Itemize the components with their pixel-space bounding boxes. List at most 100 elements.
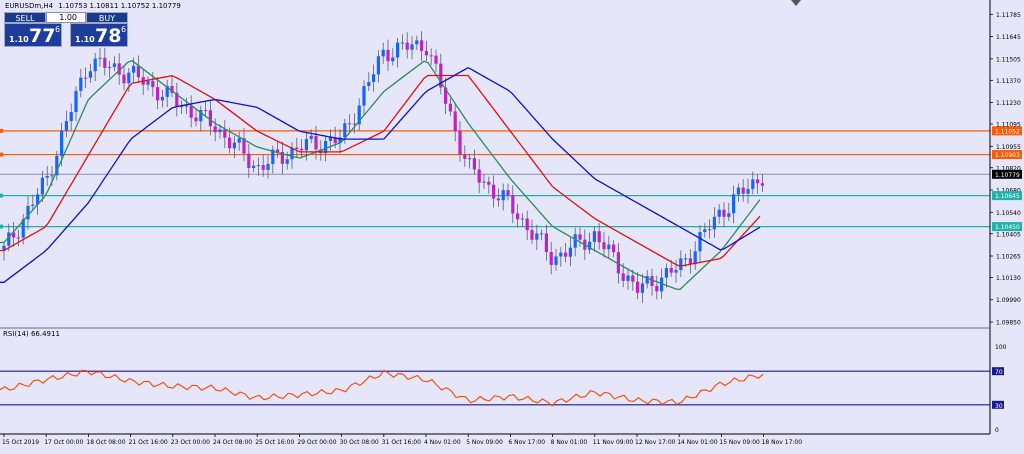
bull-candle	[26, 205, 30, 220]
bull-candle	[199, 110, 203, 122]
bull-candle	[309, 135, 313, 140]
bull-candle	[717, 209, 721, 217]
bear-candle	[511, 195, 515, 214]
rsi-level-30-label: 30	[995, 403, 1003, 410]
bear-candle	[722, 209, 726, 217]
bull-candle	[357, 105, 361, 125]
bull-candle	[160, 96, 164, 101]
bull-candle	[55, 155, 59, 176]
price-tick-label: 1.11370	[996, 78, 1021, 85]
ma-mid-line	[0, 74, 761, 267]
bull-candle	[180, 106, 184, 108]
ma-slow-line	[0, 66, 761, 283]
bull-candle	[252, 165, 256, 168]
bull-candle	[93, 58, 97, 72]
bear-candle	[16, 237, 20, 239]
bull-candle	[50, 175, 54, 177]
rsi-label: RSI(14) 66.4911	[3, 330, 60, 338]
price-tick-label: 1.09850	[996, 320, 1021, 327]
ohlc-values: 1.10753 1.10811 1.10752 1.10779	[58, 2, 180, 10]
chart-shift-marker	[791, 0, 801, 6]
bull-candle	[626, 275, 630, 281]
time-tick-label: 8 Nov 01:00	[551, 439, 588, 446]
bull-candle	[218, 129, 222, 133]
bear-candle	[616, 252, 620, 274]
bull-candle	[31, 204, 35, 206]
ma-fast-line	[0, 59, 761, 291]
time-tick-label: 23 Oct 00:00	[171, 439, 210, 446]
price-tick-label: 1.10130	[996, 275, 1021, 282]
bear-candle	[477, 169, 481, 183]
bear-candle	[516, 213, 520, 220]
bull-candle	[540, 233, 544, 235]
rsi-axis-100: 100	[995, 344, 1007, 351]
bull-candle	[271, 149, 275, 164]
time-tick-label: 5 Nov 09:00	[466, 439, 503, 446]
bear-candle	[208, 110, 212, 127]
bull-candle	[256, 165, 260, 167]
bull-candle	[640, 283, 644, 293]
bear-candle	[386, 49, 390, 62]
bull-candle	[703, 229, 707, 233]
bull-candle	[736, 187, 740, 195]
bull-candle	[343, 123, 347, 138]
bear-candle	[175, 92, 179, 107]
price-tick-label: 1.10540	[996, 210, 1021, 217]
price-axis: 1.11785 1.11645 1.11505 1.11370 1.11230 1.110…	[990, 12, 1022, 327]
price-tick-label: 1.10680	[996, 188, 1021, 195]
bear-candle	[496, 198, 500, 201]
bull-candle	[592, 231, 596, 242]
buy-button-label[interactable]: BUY	[86, 12, 128, 23]
bid-price-tag	[992, 169, 1022, 179]
bull-candle	[698, 232, 702, 252]
lot-size-input[interactable]: 1.00	[46, 12, 86, 23]
bear-candle	[170, 85, 174, 93]
sell-button[interactable]: 1.10 77 6	[4, 23, 62, 47]
bear-candle	[405, 42, 409, 50]
time-tick-label: 15 Nov 09:00	[719, 439, 760, 446]
bear-candle	[650, 276, 654, 286]
bull-candle	[165, 85, 169, 97]
bear-candle	[117, 63, 121, 75]
bear-candle	[506, 190, 510, 196]
bear-candle	[247, 153, 251, 168]
bull-candle	[64, 121, 68, 131]
bear-candle	[12, 232, 16, 238]
bear-candle	[458, 131, 462, 155]
bear-candle	[295, 147, 299, 149]
bull-candle	[304, 139, 308, 151]
bull-candle	[232, 142, 236, 149]
bull-candle	[664, 268, 668, 278]
price-tick-label: 1.11230	[996, 100, 1021, 107]
bear-candle	[429, 55, 433, 57]
time-tick-label: 18 Oct 08:00	[86, 439, 125, 446]
sell-button-label[interactable]: SELL	[4, 12, 46, 23]
bull-candle	[559, 252, 563, 257]
bear-candle	[261, 165, 265, 170]
bear-candle	[444, 87, 448, 104]
rsi-level-30-box	[992, 400, 1004, 409]
bull-candle	[468, 158, 472, 160]
time-tick-label: 4 Nov 01:00	[424, 439, 461, 446]
bull-candle	[108, 66, 112, 68]
bear-candle	[655, 285, 659, 292]
bull-candle	[746, 189, 750, 194]
rsi-axis-0: 0	[995, 427, 999, 434]
bull-candle	[732, 194, 736, 214]
bear-candle	[276, 149, 280, 152]
price-tick-label: 1.10405	[996, 231, 1021, 238]
buy-button[interactable]: 1.10 78 6	[70, 23, 128, 47]
bear-candle	[578, 234, 582, 240]
bull-candle	[127, 72, 131, 84]
moving-averages	[0, 59, 761, 291]
bull-candle	[588, 241, 592, 250]
level-1.10450-tag	[992, 222, 1022, 232]
bear-candle	[300, 148, 304, 151]
bear-candle	[228, 137, 232, 149]
bull-candle	[69, 112, 73, 122]
bear-candle	[434, 55, 438, 64]
price-tick-label: 1.10265	[996, 254, 1021, 261]
bear-candle	[636, 281, 640, 293]
